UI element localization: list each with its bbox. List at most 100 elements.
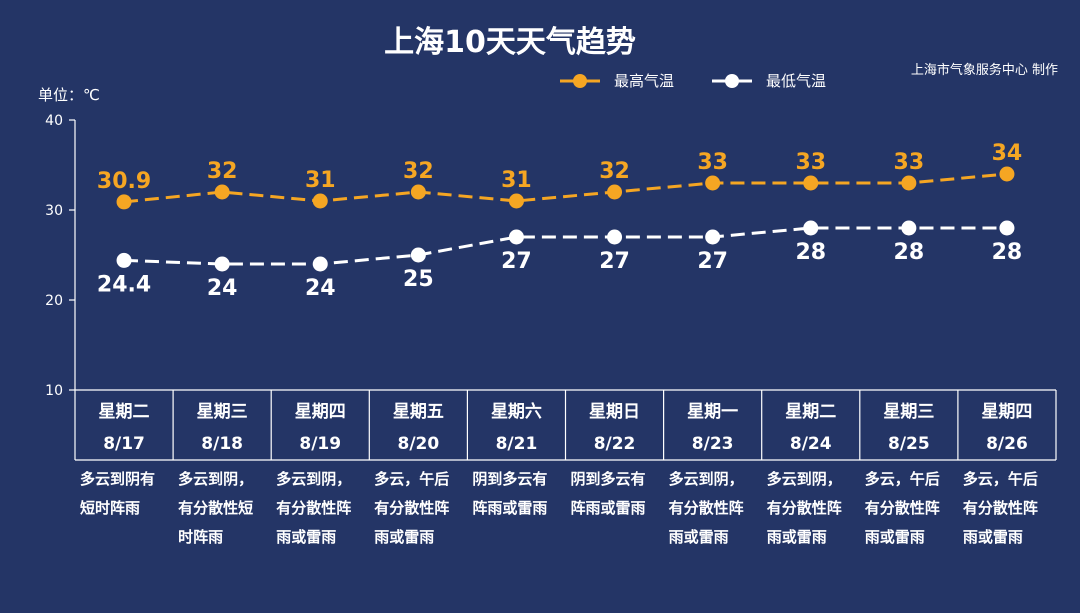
low-temp-point [705,229,721,245]
weekday-label: 星期日 [589,402,640,422]
high-temp-data-label: 31 [501,168,532,193]
low-temp-data-label: 27 [501,249,532,274]
weekday-label: 星期五 [393,402,444,422]
high-temp-point [508,193,524,209]
weekday-label: 星期四 [981,402,1032,422]
low-temp-point [901,220,917,236]
weekday-label: 星期六 [491,401,542,422]
legend-high-label: 最高气温 [614,72,674,90]
low-temp-point [999,220,1015,236]
weather-desc-line: 雨或雷雨 [865,528,925,546]
high-temp-data-label: 30.9 [97,169,151,194]
weather-desc-line: 多云到阴， [276,470,351,488]
weather-desc-line: 雨或雷雨 [963,528,1023,546]
high-temp-data-label: 32 [599,159,630,184]
high-temp-point [901,175,917,191]
date-label: 8/25 [888,434,930,454]
high-temp-point [410,184,426,200]
legend-high-marker-icon [573,74,587,88]
high-temp-data-label: 33 [894,150,925,175]
low-temp-data-label: 24 [207,276,238,301]
legend: 最高气温 最低气温 [560,72,826,90]
y-tick-label: 30 [45,203,63,219]
date-label: 8/23 [692,434,734,454]
weekday-label: 星期四 [295,402,346,422]
weather-desc-line: 多云，午后 [374,470,449,488]
date-label: 8/24 [790,434,832,454]
series-high-temp: 30.9 32 31 32 31 32 33 33 33 34 [97,141,1023,210]
y-tick-label: 20 [45,293,63,309]
weather-desc-line: 多云，午后 [865,470,940,488]
unit-label: 单位：℃ [38,86,100,104]
low-temp-data-label: 28 [795,240,826,265]
low-temp-point [214,256,230,272]
weekday-label: 星期一 [687,402,738,422]
chart-title: 上海10天天气趋势 [384,25,636,60]
low-temp-point [312,256,328,272]
weather-desc-line: 多云到阴， [767,470,842,488]
legend-item-low: 最低气温 [712,72,826,90]
date-label: 8/22 [594,434,636,454]
weather-desc-line: 有分散性阵 [767,499,842,517]
low-temp-point [116,252,132,268]
high-temp-point [312,193,328,209]
weather-desc-line: 多云，午后 [963,470,1038,488]
low-temp-data-label: 24 [305,276,336,301]
weekday-label: 星期二 [99,402,150,422]
weather-desc-line: 阴到多云有 [472,470,547,488]
weather-desc-line: 有分散性阵 [865,499,940,517]
high-temp-point [607,184,623,200]
weather-desc-line: 时阵雨 [178,528,223,546]
weather-desc-line: 有分散性阵 [963,499,1038,517]
low-temp-point [508,229,524,245]
y-tick-label: 40 [45,113,63,129]
weather-desc-line: 有分散性短 [178,499,253,517]
date-label: 8/19 [299,434,341,454]
legend-item-high: 最高气温 [560,72,674,90]
weather-desc-line: 有分散性阵 [374,499,449,517]
date-label: 8/20 [397,434,439,454]
date-label: 8/26 [986,434,1028,454]
low-temp-point [607,229,623,245]
low-temp-line [123,226,1007,266]
axes: 10 20 30 40 [45,113,76,399]
series-low-temp: 24.4 24 24 25 27 27 27 28 28 28 [97,220,1023,301]
low-temp-data-label: 25 [403,267,434,292]
high-temp-point [803,175,819,191]
high-temp-point [214,184,230,200]
weather-desc-line: 阵雨或雷雨 [571,499,646,517]
high-temp-data-label: 31 [305,168,336,193]
high-temp-data-label: 33 [697,150,728,175]
weather-desc-line: 多云到阴， [178,470,253,488]
low-temp-data-label: 27 [599,249,630,274]
high-temp-data-label: 32 [403,159,434,184]
high-temp-data-label: 32 [207,159,238,184]
high-temp-point [705,175,721,191]
date-label: 8/18 [201,434,243,454]
high-temp-data-label: 33 [795,150,826,175]
high-temp-point [116,194,132,210]
weather-desc-line: 雨或雷雨 [374,528,434,546]
weather-desc-line: 雨或雷雨 [669,528,729,546]
y-tick-label: 10 [45,383,63,399]
weather-desc-line: 多云到阴， [669,470,744,488]
low-temp-data-label: 28 [894,240,925,265]
high-temp-data-label: 34 [992,141,1023,166]
legend-low-label: 最低气温 [766,72,826,90]
weather-desc-line: 有分散性阵 [276,499,351,517]
low-temp-data-label: 27 [697,249,728,274]
date-label: 8/21 [496,434,538,454]
weather-desc-line: 阴到多云有 [571,470,646,488]
weather-desc-line: 有分散性阵 [669,499,744,517]
date-label: 8/17 [103,434,145,454]
weekday-label: 星期二 [785,402,836,422]
low-temp-data-label: 28 [992,240,1023,265]
weekday-label: 星期三 [883,402,934,422]
low-temp-point [803,220,819,236]
legend-low-marker-icon [725,74,739,88]
high-temp-line [123,172,1008,204]
low-temp-data-label: 24.4 [97,272,151,297]
